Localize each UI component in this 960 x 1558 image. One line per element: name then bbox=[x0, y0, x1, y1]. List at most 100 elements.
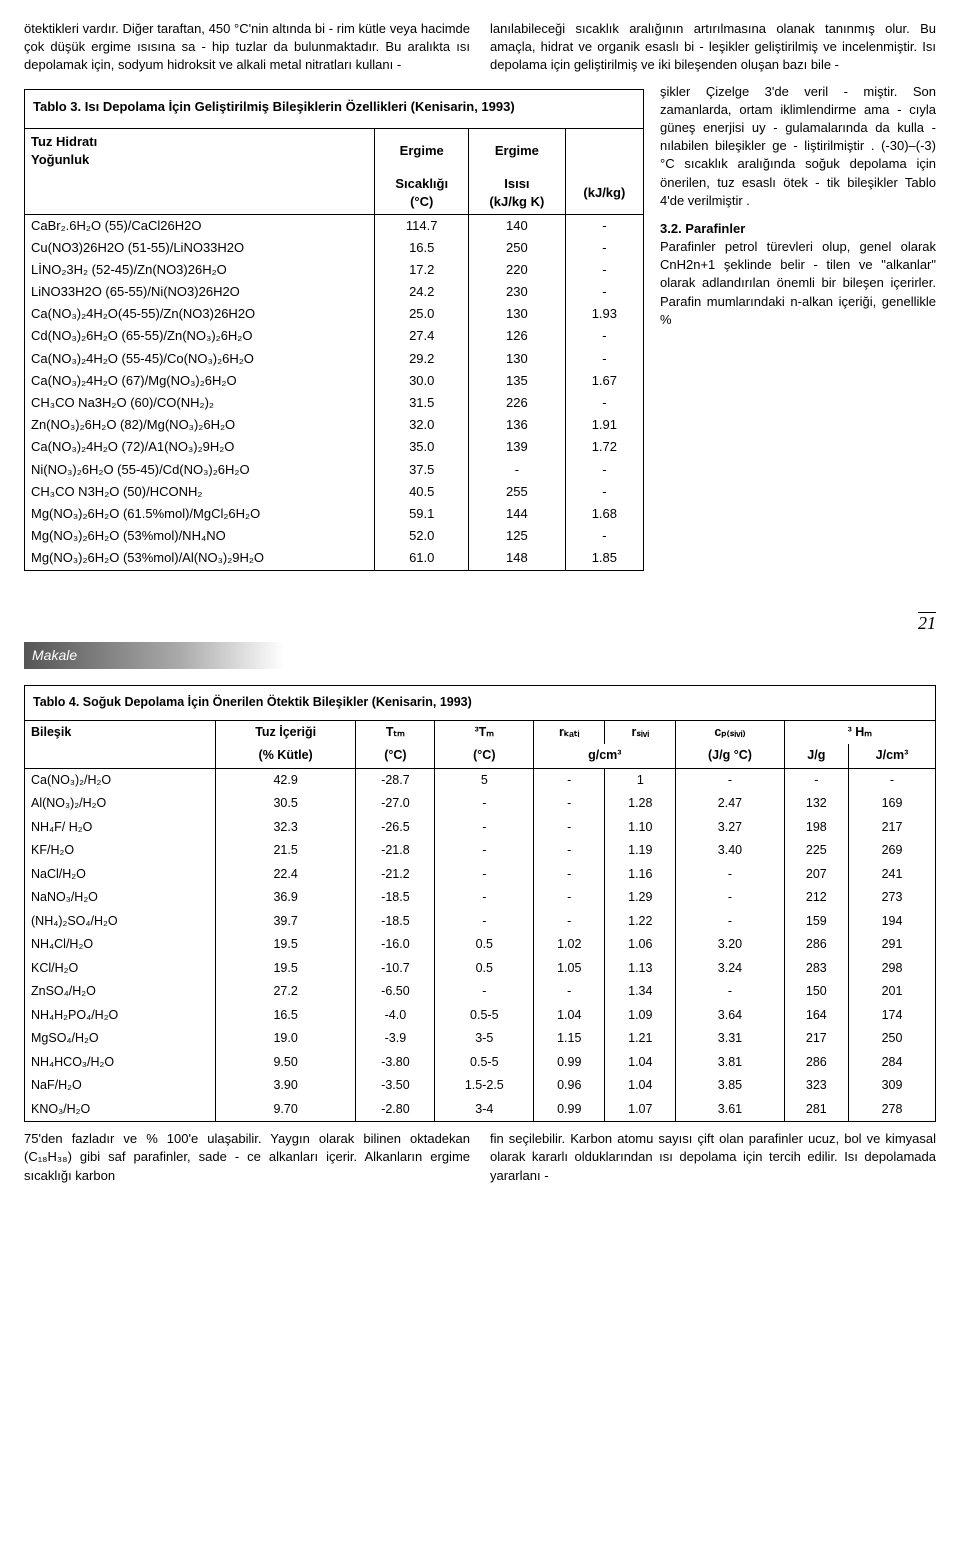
t4-value: 284 bbox=[849, 1051, 936, 1075]
t4-col-unit: g/cm³ bbox=[534, 744, 676, 768]
t4-value: 273 bbox=[849, 886, 936, 910]
t4-value: 1.29 bbox=[605, 886, 676, 910]
t4-row: Al(NO₃)₂/H₂O30.5-27.0--1.282.47132169 bbox=[25, 792, 936, 816]
t4-compound: NaF/H₂O bbox=[25, 1074, 216, 1098]
t4-value: 0.5-5 bbox=[435, 1051, 534, 1075]
t4-col-head: ³ Hₘ bbox=[784, 720, 935, 744]
t4-row: NaCl/H₂O22.4-21.2--1.16-207241 bbox=[25, 863, 936, 887]
t3-value: - bbox=[565, 259, 643, 281]
t4-value: 283 bbox=[784, 957, 848, 981]
t4-value: 217 bbox=[849, 816, 936, 840]
t4-row: ZnSO₄/H₂O27.2-6.50--1.34-150201 bbox=[25, 980, 936, 1004]
t3-value: - bbox=[565, 214, 643, 237]
t3-row: Ca(NO₃)₂4H₂O (72)/A1(NO₃)₂9H₂O35.01391.7… bbox=[25, 436, 644, 458]
t4-value: - bbox=[534, 768, 605, 792]
t4-value: 3.64 bbox=[676, 1004, 784, 1028]
t3-value: - bbox=[565, 481, 643, 503]
bottom-left: 75'den fazladır ve % 100'e ulaşabilir. Y… bbox=[24, 1130, 470, 1185]
t3-value: - bbox=[565, 459, 643, 481]
t4-value: 3.31 bbox=[676, 1027, 784, 1051]
t3-value: 226 bbox=[469, 392, 566, 414]
t3-compound: Mg(NO₃)₂6H₂O (53%mol)/NH₄NO bbox=[25, 525, 375, 547]
t4-value: - bbox=[534, 910, 605, 934]
t3-caption: Tablo 3. Isı Depolama İçin Geliştirilmiş… bbox=[25, 89, 644, 128]
t4-value: 16.5 bbox=[215, 1004, 356, 1028]
t4-value: 3.20 bbox=[676, 933, 784, 957]
t4-value: 0.99 bbox=[534, 1098, 605, 1122]
t4-row: NH₄Cl/H₂O19.5-16.00.51.021.063.20286291 bbox=[25, 933, 936, 957]
t4-value: 1.04 bbox=[605, 1051, 676, 1075]
t3-compound: Ca(NO₃)₂4H₂O (67)/Mg(NO₃)₂6H₂O bbox=[25, 370, 375, 392]
t3-value: 17.2 bbox=[375, 259, 469, 281]
t4-value: 27.2 bbox=[215, 980, 356, 1004]
intro-row: ötektikleri vardır. Diğer taraftan, 450 … bbox=[24, 20, 936, 75]
t4-compound: Al(NO₃)₂/H₂O bbox=[25, 792, 216, 816]
t4-value: 9.50 bbox=[215, 1051, 356, 1075]
t3-value: 16.5 bbox=[375, 237, 469, 259]
t3-value: 27.4 bbox=[375, 325, 469, 347]
t4-value: -16.0 bbox=[356, 933, 435, 957]
t4-value: 39.7 bbox=[215, 910, 356, 934]
t4-value: 3-4 bbox=[435, 1098, 534, 1122]
t4-value: - bbox=[534, 839, 605, 863]
t4-value: - bbox=[534, 886, 605, 910]
t4-value: 1.09 bbox=[605, 1004, 676, 1028]
t3-compound: CH₃CO Na3H₂O (60)/CO(NH₂)₂ bbox=[25, 392, 375, 414]
t4-col-unit: (% Kütle) bbox=[215, 744, 356, 768]
t4-value: 1.07 bbox=[605, 1098, 676, 1122]
t3-value: 1.85 bbox=[565, 547, 643, 570]
bottom-row: 75'den fazladır ve % 100'e ulaşabilir. Y… bbox=[24, 1130, 936, 1185]
t4-col-unit: (J/g °C) bbox=[676, 744, 784, 768]
t3-value: 24.2 bbox=[375, 281, 469, 303]
t4-value: 225 bbox=[784, 839, 848, 863]
t4-value: 1.28 bbox=[605, 792, 676, 816]
t3-value: 1.72 bbox=[565, 436, 643, 458]
t4-value: 2.47 bbox=[676, 792, 784, 816]
t4-value: 159 bbox=[784, 910, 848, 934]
t4-value: 5 bbox=[435, 768, 534, 792]
t3-value: 40.5 bbox=[375, 481, 469, 503]
t4-row: (NH₄)₂SO₄/H₂O39.7-18.5--1.22-159194 bbox=[25, 910, 936, 934]
t4-value: 1.13 bbox=[605, 957, 676, 981]
t4-value: 298 bbox=[849, 957, 936, 981]
t3-row: Zn(NO₃)₂6H₂O (82)/Mg(NO₃)₂6H₂O32.01361.9… bbox=[25, 414, 644, 436]
t3-h2a: Ergime bbox=[375, 128, 469, 171]
t4-value: 1.15 bbox=[534, 1027, 605, 1051]
t3-h1a-2: Yoğunluk bbox=[31, 152, 89, 167]
t3-row: Ca(NO₃)₂4H₂O (67)/Mg(NO₃)₂6H₂O30.01351.6… bbox=[25, 370, 644, 392]
t4-value: -3.50 bbox=[356, 1074, 435, 1098]
t3-value: 1.68 bbox=[565, 503, 643, 525]
t4-value: - bbox=[676, 886, 784, 910]
t3-compound: CaBr₂.6H₂O (55)/CaCl26H2O bbox=[25, 214, 375, 237]
t4-value: 1.02 bbox=[534, 933, 605, 957]
t4-value: 30.5 bbox=[215, 792, 356, 816]
t3-h1a-1: Tuz Hidratı bbox=[31, 134, 97, 149]
t3-value: 125 bbox=[469, 525, 566, 547]
t4-value: -3.80 bbox=[356, 1051, 435, 1075]
t4-row: KF/H₂O21.5-21.8--1.193.40225269 bbox=[25, 839, 936, 863]
t3-row: Mg(NO₃)₂6H₂O (53%mol)/NH₄NO52.0125- bbox=[25, 525, 644, 547]
t4-col-head: Tₜₘ bbox=[356, 720, 435, 744]
t4-value: 1.34 bbox=[605, 980, 676, 1004]
t4-value: 3.24 bbox=[676, 957, 784, 981]
t4-value: - bbox=[849, 768, 936, 792]
t3-value: 37.5 bbox=[375, 459, 469, 481]
t4-value: -6.50 bbox=[356, 980, 435, 1004]
t4-compound: KF/H₂O bbox=[25, 839, 216, 863]
t3-compound: Ca(NO₃)₂4H₂O(45-55)/Zn(NO3)26H2O bbox=[25, 303, 375, 325]
t4-compound: ZnSO₄/H₂O bbox=[25, 980, 216, 1004]
t4-row: NaNO₃/H₂O36.9-18.5--1.29-212273 bbox=[25, 886, 936, 910]
t3-h2c bbox=[565, 128, 643, 171]
t3-compound: Mg(NO₃)₂6H₂O (53%mol)/Al(NO₃)₂9H₂O bbox=[25, 547, 375, 570]
t3-value: - bbox=[565, 392, 643, 414]
t4-value: 9.70 bbox=[215, 1098, 356, 1122]
t3-u2: Isısı(kJ/kg K) bbox=[469, 171, 566, 214]
t4-value: 212 bbox=[784, 886, 848, 910]
sec-3-2: 3.2. Parafinler bbox=[660, 220, 936, 238]
t4-value: 19.5 bbox=[215, 957, 356, 981]
t4-compound: (NH₄)₂SO₄/H₂O bbox=[25, 910, 216, 934]
t4-value: - bbox=[784, 768, 848, 792]
intro-right: lanılabileceği sıcaklık aralığının artır… bbox=[490, 20, 936, 75]
t4-value: 1.04 bbox=[534, 1004, 605, 1028]
t3-compound: Mg(NO₃)₂6H₂O (61.5%mol)/MgCl₂6H₂O bbox=[25, 503, 375, 525]
